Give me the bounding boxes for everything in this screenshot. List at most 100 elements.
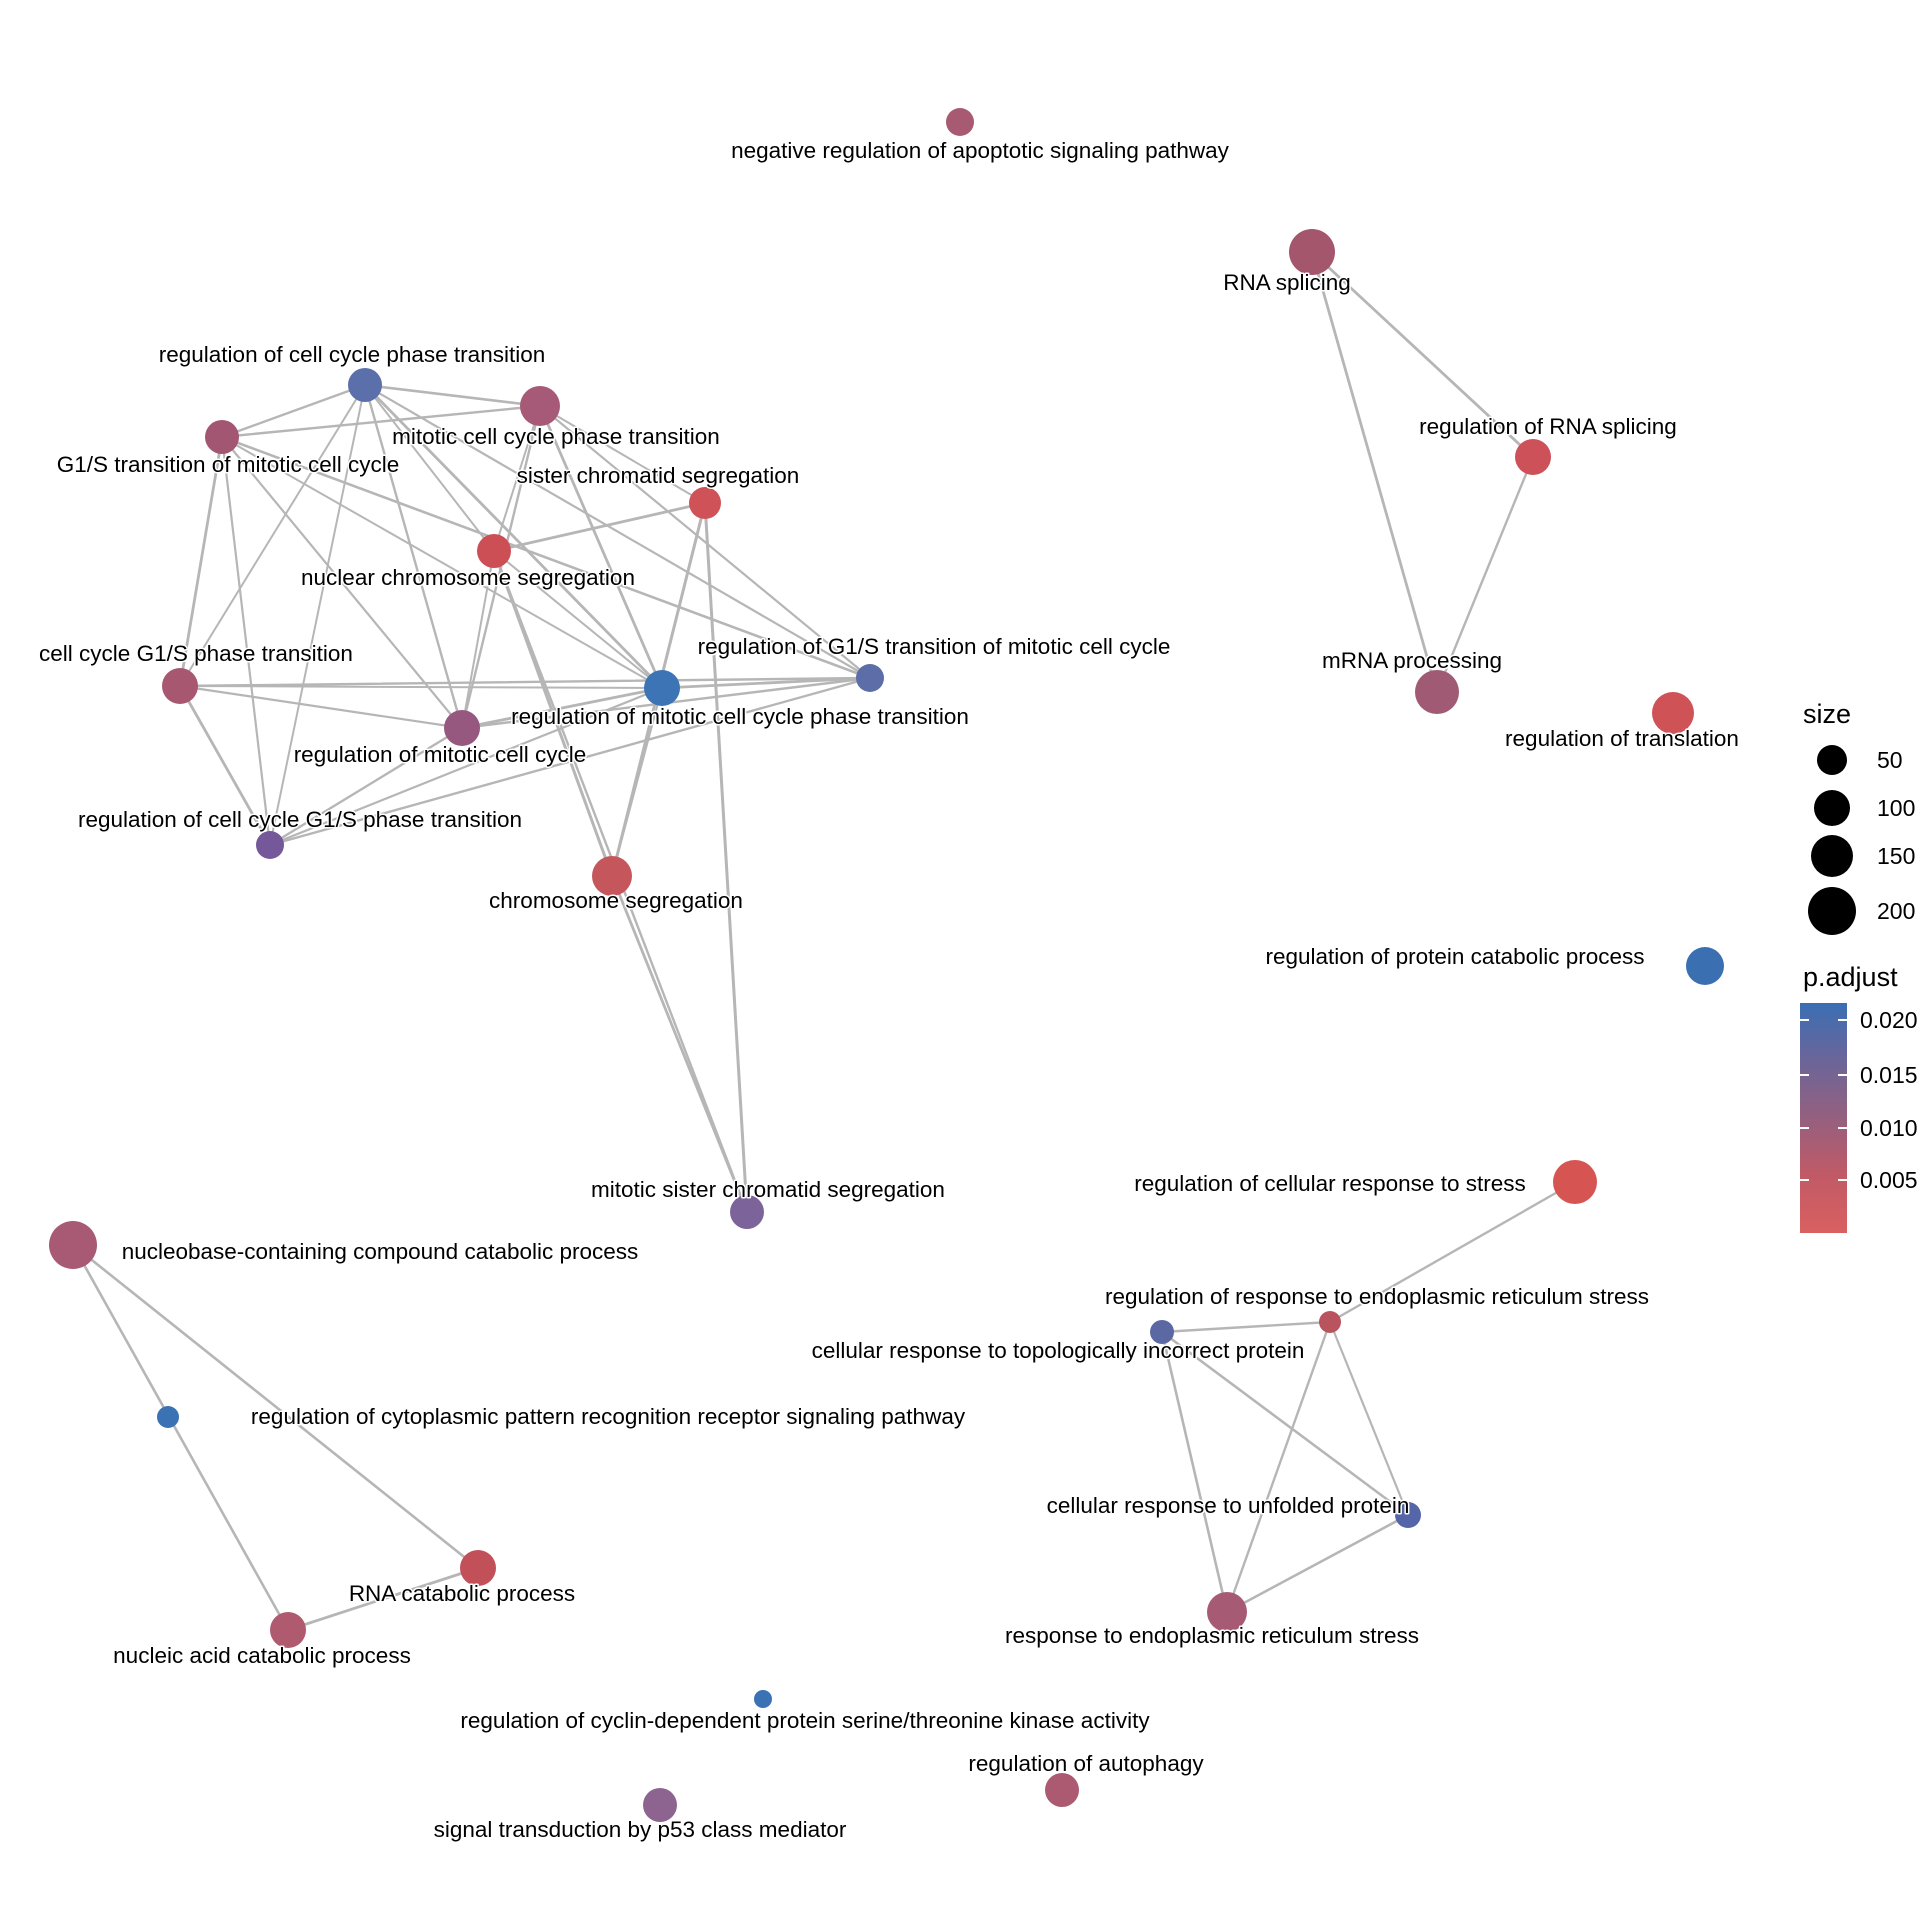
size-legend-circle-100 xyxy=(1814,790,1850,826)
node-layer xyxy=(49,108,1724,1822)
node-prot_catabolic xyxy=(1686,947,1724,985)
size-legend-label-50: 50 xyxy=(1877,747,1903,773)
node-label-reg_cc_pt: regulation of cell cycle phase transitio… xyxy=(159,342,545,367)
edge-reg_cc_pt--reg_mit_cc_pt xyxy=(363,383,664,690)
node-p53 xyxy=(643,1788,677,1822)
node-reg_mit_cc_pt xyxy=(644,670,680,706)
edge-g1s_mit--cc_g1s_pt xyxy=(178,435,224,688)
node-label-cc_g1s_pt: cell cycle G1/S phase transition xyxy=(39,641,353,666)
edge-reg_er_stress--er_stress xyxy=(1225,1320,1332,1614)
node-chrom_seg xyxy=(592,856,632,896)
edge-mit_cc_pt--reg_g1s_mit xyxy=(538,404,872,680)
size-legend-title: size xyxy=(1803,699,1851,729)
node-label-topo_protein: cellular response to topologically incor… xyxy=(812,1338,1305,1363)
edge-reg_mit_cc_pt--reg_mit_cc xyxy=(460,686,664,730)
node-label-reg_stress: regulation of cellular response to stres… xyxy=(1134,1171,1525,1196)
node-rna_splicing xyxy=(1289,229,1335,275)
node-reg_cc_pt xyxy=(348,368,382,402)
node-label-sister_seg: sister chromatid segregation xyxy=(517,463,800,488)
edge-cc_g1s_pt--reg_mit_cc xyxy=(178,684,464,730)
size-legend-items: 50 100 150 200 xyxy=(1808,745,1915,935)
padjust-legend-title: p.adjust xyxy=(1803,962,1898,992)
padjust-tick-label-0.010: 0.010 xyxy=(1860,1115,1918,1141)
edge-chrom_seg--mit_sister_seg xyxy=(610,874,749,1214)
node-label-mrna_proc: mRNA processing xyxy=(1322,648,1502,673)
node-sister_seg xyxy=(689,487,721,519)
node-mit_sister_seg xyxy=(730,1195,764,1229)
node-label-layer: negative regulation of apoptotic signali… xyxy=(38,137,1741,1844)
size-legend: size 50 100 150 200 xyxy=(1803,699,1915,935)
node-nuc_chrom_seg xyxy=(477,534,511,568)
edge-topo_protein--er_stress xyxy=(1160,1330,1229,1614)
edge-rna_splicing--reg_rna_splicing xyxy=(1310,250,1535,459)
node-reg_cc_g1s xyxy=(256,831,284,859)
edge-sister_seg--mit_sister_seg xyxy=(703,501,749,1214)
edge-reg_cc_pt--reg_g1s_mit xyxy=(363,383,872,680)
edge-reg_er_stress--topo_protein xyxy=(1160,1320,1332,1334)
edge-cc_g1s_pt--reg_g1s_mit xyxy=(178,676,872,688)
node-label-chrom_seg: chromosome segregation xyxy=(489,888,743,913)
edge-mit_cc_pt--reg_mit_cc_pt xyxy=(538,404,664,690)
edge-reg_cc_pt--reg_cc_g1s xyxy=(269,384,366,846)
node-label-cyclin_dep: regulation of cyclin-dependent protein s… xyxy=(460,1708,1150,1733)
size-legend-circle-200 xyxy=(1808,887,1856,935)
edge-nuc_chrom_seg--reg_mit_cc_pt xyxy=(493,550,663,689)
node-label-rna_catabolic: RNA catabolic process xyxy=(349,1581,575,1606)
edge-reg_er_stress--unfolded xyxy=(1328,1320,1410,1517)
node-autophagy xyxy=(1045,1773,1079,1807)
node-label-nucleic_catabolic: nucleic acid catabolic process xyxy=(113,1643,411,1668)
edge-unfolded--er_stress xyxy=(1225,1513,1410,1614)
edge-reg_g1s_mit--reg_cc_g1s xyxy=(268,676,872,847)
edge-cc_g1s_pt--reg_mit_cc_pt xyxy=(179,685,663,689)
edge-reg_g1s_mit--reg_mit_cc_pt xyxy=(660,676,872,690)
padjust-tick-label-0.015: 0.015 xyxy=(1860,1062,1918,1088)
edge-reg_cc_pt--cc_g1s_pt xyxy=(179,384,366,687)
node-unfolded xyxy=(1395,1502,1421,1528)
node-label-er_stress: response to endoplasmic reticulum stress xyxy=(1005,1623,1419,1648)
edge-mit_cc_pt--sister_seg xyxy=(539,405,706,504)
node-label-autophagy: regulation of autophagy xyxy=(968,1751,1204,1776)
size-legend-circle-150 xyxy=(1811,835,1853,877)
edge-reg_cc_pt--g1s_mit xyxy=(220,383,367,439)
edge-g1s_mit--reg_g1s_mit xyxy=(220,435,872,680)
node-reg_translation xyxy=(1652,692,1694,734)
edge-reg_cc_pt--mit_cc_pt xyxy=(363,383,542,408)
node-label-cyto_pattern: regulation of cytoplasmic pattern recogn… xyxy=(251,1404,966,1429)
node-label-g1s_mit: G1/S transition of mitotic cell cycle xyxy=(57,452,400,477)
padjust-tick-label-0.020: 0.020 xyxy=(1860,1007,1918,1033)
node-mit_cc_pt xyxy=(520,386,560,426)
edge-reg_mit_cc_pt--reg_cc_g1s xyxy=(268,686,664,847)
node-label-prot_catabolic: regulation of protein catabolic process xyxy=(1266,944,1645,969)
node-g1s_mit xyxy=(205,420,239,454)
padjust-tick-label-0.005: 0.005 xyxy=(1860,1167,1918,1193)
edge-g1s_mit--reg_cc_g1s xyxy=(220,435,272,847)
node-topo_protein xyxy=(1150,1320,1174,1344)
edge-nucleic_catabolic--rna_catabolic xyxy=(286,1566,480,1632)
size-legend-label-150: 150 xyxy=(1877,843,1915,869)
padjust-tick-labels: 0.020 0.015 0.010 0.005 xyxy=(1800,1007,1918,1193)
edge-cc_g1s_pt--reg_cc_g1s xyxy=(178,684,272,847)
edge-layer xyxy=(71,250,1577,1632)
edge-mit_cc_pt--nuc_chrom_seg xyxy=(493,405,541,552)
edge-nucleobase--rna_catabolic xyxy=(71,1243,480,1570)
node-er_stress xyxy=(1207,1592,1247,1632)
edge-reg_mit_cc_pt--chrom_seg xyxy=(611,687,663,877)
node-reg_stress xyxy=(1553,1160,1597,1204)
node-reg_g1s_mit xyxy=(856,664,884,692)
node-reg_mit_cc xyxy=(444,710,480,746)
padjust-colorbar xyxy=(1800,1003,1847,1233)
node-cyto_pattern xyxy=(157,1406,179,1428)
node-reg_rna_splicing xyxy=(1515,439,1551,475)
node-nucleic_catabolic xyxy=(270,1612,306,1648)
node-label-nuc_chrom_seg: nuclear chromosome segregation xyxy=(301,565,635,590)
node-label-p53: signal transduction by p53 class mediato… xyxy=(434,1817,847,1842)
size-legend-label-100: 100 xyxy=(1877,795,1915,821)
edge-g1s_mit--reg_mit_cc xyxy=(220,435,464,730)
edge-topo_protein--unfolded xyxy=(1160,1330,1410,1517)
edge-rna_splicing--mrna_proc xyxy=(1310,250,1439,694)
node-label-reg_mit_cc: regulation of mitotic cell cycle xyxy=(294,742,587,767)
node-label-apoptotic: negative regulation of apoptotic signali… xyxy=(731,138,1230,163)
edge-reg_cc_pt--reg_mit_cc xyxy=(363,383,464,730)
